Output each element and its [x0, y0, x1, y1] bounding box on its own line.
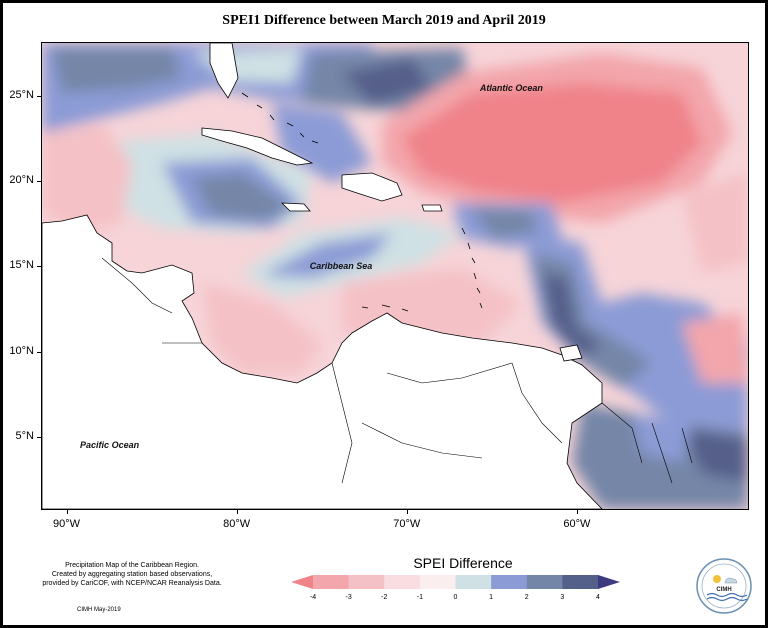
logo-label: CIMH	[716, 587, 732, 593]
country-borders	[101, 257, 693, 484]
colorbar-segment	[348, 575, 385, 589]
map-figure: SPEI1 Difference between March 2019 and …	[3, 3, 765, 625]
lat-tick-label: 5°N	[15, 429, 34, 442]
colorbar-segment	[384, 575, 421, 589]
colorbar-tick-label: 2	[525, 594, 529, 601]
colorbar-over-triangle	[598, 575, 620, 589]
lat-tick-label: 10°N	[9, 344, 34, 357]
colorbar-segment	[313, 575, 350, 589]
spei-field-map	[42, 43, 748, 509]
lon-tick-mark	[66, 510, 68, 514]
lat-tick-mark	[37, 436, 41, 438]
lat-tick-mark	[37, 266, 41, 268]
lon-tick-label: 80°W	[223, 518, 251, 530]
lat-tick-label: 20°N	[9, 174, 34, 187]
colorbar-tick-label: 0	[454, 594, 458, 601]
colorbar-segment	[526, 575, 563, 589]
land-masses	[42, 43, 603, 509]
hispaniola	[341, 172, 403, 202]
mainland-central-south-america	[42, 214, 603, 509]
lon-tick-mark	[576, 510, 578, 514]
colorbar-tick-label: -3	[346, 594, 352, 601]
lon-tick-label: 60°W	[563, 518, 591, 530]
lat-tick-mark	[37, 351, 41, 353]
colorbar-tick-label: 1	[489, 594, 493, 601]
florida	[209, 43, 239, 99]
colorbar-tick-label: -1	[417, 594, 423, 601]
jamaica	[280, 202, 311, 212]
lon-tick-mark	[236, 510, 238, 514]
spei-contours	[42, 43, 748, 509]
colorbar-tick-label: -2	[381, 594, 387, 601]
colorbar-tick-label: 4	[596, 594, 600, 601]
colorbar-segment	[562, 575, 599, 589]
colorbar-segment	[419, 575, 456, 589]
cimh-logo-icon	[696, 558, 752, 614]
ocean-label-atlantic: Atlantic Ocean	[479, 82, 543, 93]
lat-tick-label: 15°N	[9, 259, 34, 272]
puerto-rico	[421, 204, 443, 212]
colorbar-tick-label: 3	[560, 594, 564, 601]
map-panel: Atlantic Ocean Caribbean Sea Pacific Oce…	[41, 42, 749, 510]
footnote-line-2: Created by aggregating station based obs…	[51, 571, 213, 578]
lon-tick-label: 70°W	[393, 518, 421, 530]
footnote-line-1: Precipitation Map of the Caribbean Regio…	[65, 562, 199, 569]
colorbar-under-triangle	[291, 575, 313, 589]
ocean-label-caribbean: Caribbean Sea	[309, 261, 373, 272]
trinidad	[559, 344, 583, 362]
map-footnote: Precipitation Map of the Caribbean Regio…	[17, 561, 247, 588]
small-islands	[241, 92, 483, 312]
footnote-line-3: provided by CariCOF, with NCEP/NCAR Rean…	[42, 580, 222, 587]
lat-tick-label: 25°N	[9, 89, 34, 102]
lon-tick-label: 90°W	[53, 518, 81, 530]
map-title: SPEI1 Difference between March 2019 and …	[222, 13, 546, 28]
cuba	[201, 127, 314, 166]
lon-tick-mark	[406, 510, 408, 514]
lat-tick-mark	[37, 96, 41, 98]
colorbar-tick-label: -4	[310, 594, 316, 601]
map-credit: CIMH May-2019	[77, 607, 121, 613]
lat-tick-mark	[37, 181, 41, 183]
ocean-label-pacific: Pacific Ocean	[80, 440, 140, 451]
colorbar-segment	[455, 575, 492, 589]
colorbar-segment	[491, 575, 528, 589]
spei-colorbar: -4 -3 -2 -1 0 1 2 3 4	[291, 575, 620, 601]
legend-title: SPEI Difference	[413, 555, 513, 571]
